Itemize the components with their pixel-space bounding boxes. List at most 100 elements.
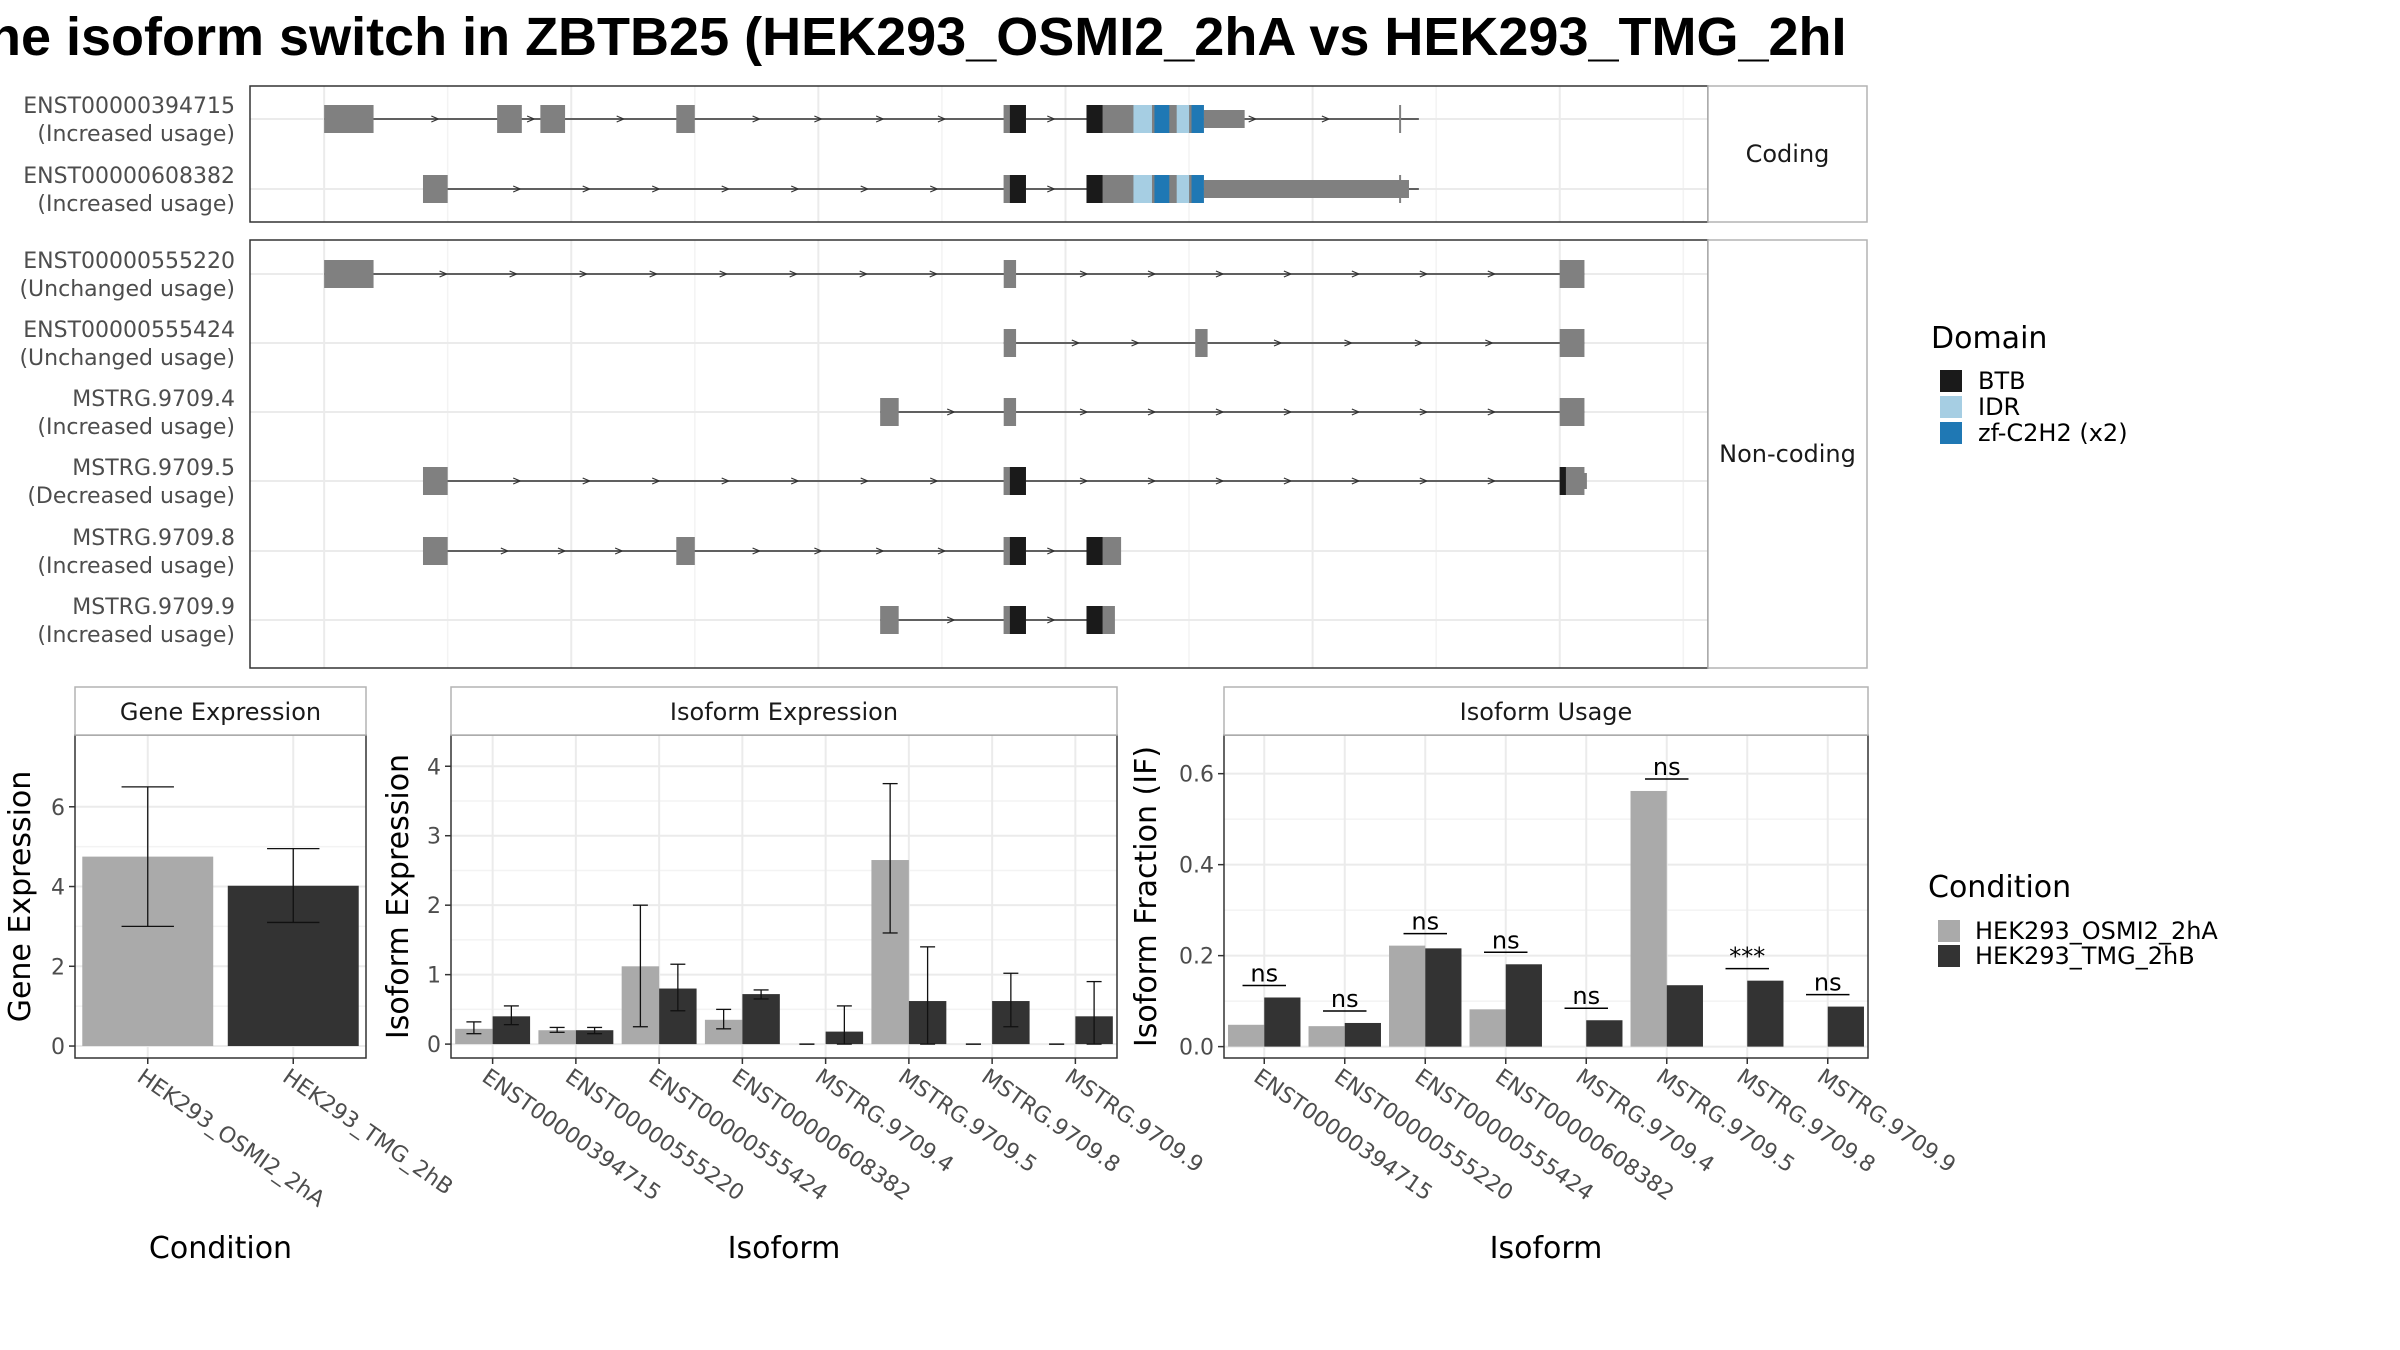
panel-strip-title: Isoform Expression [670, 698, 898, 726]
significance-label: ns [1250, 959, 1278, 987]
domain-btb-block [1086, 606, 1103, 634]
utr-exon [1203, 110, 1245, 128]
intron-arrow [1047, 616, 1056, 624]
domain-btb-block [1009, 467, 1026, 495]
bar [1630, 790, 1667, 1047]
transcript-id-label: ENST00000608382 [23, 164, 235, 189]
intron-arrow [616, 115, 626, 123]
exon-block [1399, 175, 1402, 203]
domain-idr-block [1133, 105, 1152, 133]
transcript-usage-label: (Increased usage) [37, 122, 235, 147]
significance-label: ns [1572, 982, 1600, 1010]
y-axis-title: Isoform Fraction (IF) [1129, 746, 1164, 1047]
bar [1228, 1024, 1265, 1047]
y-tick-label: 4 [427, 755, 441, 780]
condition-legend-label: HEK293_OSMI2_2hA [1975, 917, 2218, 945]
intron-arrow [431, 115, 440, 123]
structure-panel-noncoding: ENST00000555220(Unchanged usage) ENST0000… [19, 239, 1868, 669]
intron-arrow [1071, 339, 1081, 347]
x-tick-label: MSTRG.9709.8 [977, 1064, 1125, 1178]
y-tick-label: 0.4 [1179, 854, 1214, 879]
panel-strip [1223, 686, 1869, 736]
transcript-row: MSTRG.9709.9 (Increased usage) [37, 595, 1115, 648]
bar [1264, 997, 1301, 1047]
x-tick-label: MSTRG.9709.9 [1060, 1064, 1208, 1178]
transcript-id-label: MSTRG.9709.4 [72, 387, 235, 412]
intron-arrow [814, 547, 823, 555]
intron-arrow [1047, 185, 1056, 193]
intron-arrow [946, 408, 956, 416]
transcript-id-label: MSTRG.9709.9 [72, 595, 235, 620]
domain-btb-block [1559, 467, 1566, 495]
intron-arrow [790, 477, 800, 485]
transcript-id-label: MSTRG.9709.5 [72, 456, 235, 481]
intron-arrow [439, 270, 449, 278]
intron-arrow [512, 477, 522, 485]
bar [538, 1030, 576, 1045]
intron-arrow [1215, 477, 1225, 485]
x-tick-label: MSTRG.9709.9 [1812, 1064, 1960, 1178]
x-tick-label: MSTRG.9709.5 [893, 1064, 1041, 1178]
exon-block [1574, 473, 1587, 489]
x-tick-label: MSTRG.9709.4 [810, 1064, 958, 1178]
intron-arrow [721, 185, 731, 193]
exon-block [1559, 260, 1585, 288]
y-tick-label: 3 [427, 825, 441, 850]
intron-arrow [1147, 477, 1157, 485]
intron-arrow [1215, 408, 1225, 416]
exon-block [422, 467, 448, 495]
exon-block [497, 105, 522, 133]
intron-arrow [929, 185, 939, 193]
bar [1666, 985, 1703, 1047]
significance-label: ns [1331, 985, 1359, 1013]
transcript-id-label: ENST00000555424 [23, 318, 235, 343]
intron-arrow [1414, 339, 1424, 347]
bar [1586, 1020, 1623, 1047]
y-tick-label: 0 [427, 1033, 441, 1058]
intron-arrow [526, 115, 536, 123]
x-axis-title: Isoform [728, 1231, 841, 1266]
transcript-usage-label: (Increased usage) [37, 623, 235, 648]
domain-btb-block [1086, 175, 1103, 203]
transcript-usage-label: (Unchanged usage) [19, 277, 235, 302]
domain-btb-block [1086, 537, 1103, 565]
intron-arrow [579, 270, 589, 278]
facet-strip [1707, 85, 1868, 223]
bar [1389, 945, 1426, 1047]
intron-arrow [1351, 408, 1361, 416]
domain-legend-label: BTB [1978, 367, 2026, 395]
transcript-usage-label: (Unchanged usage) [19, 346, 235, 371]
x-tick-label: MSTRG.9709.4 [1571, 1064, 1719, 1178]
domain-btb-block [1009, 175, 1026, 203]
significance-label: ns [1411, 908, 1439, 936]
intron-arrow [860, 185, 870, 193]
intron-arrow [875, 547, 885, 555]
panel-strip [450, 686, 1118, 736]
significance-label: ns [1653, 753, 1681, 781]
y-tick-label: 0.0 [1179, 1036, 1214, 1061]
intron-arrow [790, 185, 800, 193]
transcript-row: ENST00000555220 (Unchanged usage) [19, 249, 1585, 302]
domain-legend-key [1940, 370, 1962, 392]
domain-legend-key [1940, 422, 1962, 444]
bar [1469, 1009, 1506, 1047]
intron-arrow [1215, 270, 1225, 278]
transcript-usage-label: (Increased usage) [37, 554, 235, 579]
utr-exon [1203, 180, 1409, 198]
intron-arrow [752, 115, 762, 123]
intron-arrow [789, 270, 799, 278]
y-tick-label: 1 [427, 964, 441, 989]
exon-block [324, 260, 374, 288]
y-axis-title: Gene Expression [3, 771, 38, 1023]
bar [575, 1030, 614, 1045]
transcript-row: MSTRG.9709.5 (Decreased usage) [27, 456, 1587, 509]
transcript-id-label: ENST00000394715 [23, 94, 235, 119]
condition-legend-key [1938, 920, 1960, 942]
isoform-usage-chart: ns ns ns ns ns ns *** ns Isoform Usage 0.0 0.2 0.4 0… [1129, 686, 1960, 1266]
intron-arrow [1283, 270, 1293, 278]
intron-arrow [1419, 477, 1429, 485]
exon-block [422, 175, 448, 203]
intron-arrow [946, 616, 956, 624]
